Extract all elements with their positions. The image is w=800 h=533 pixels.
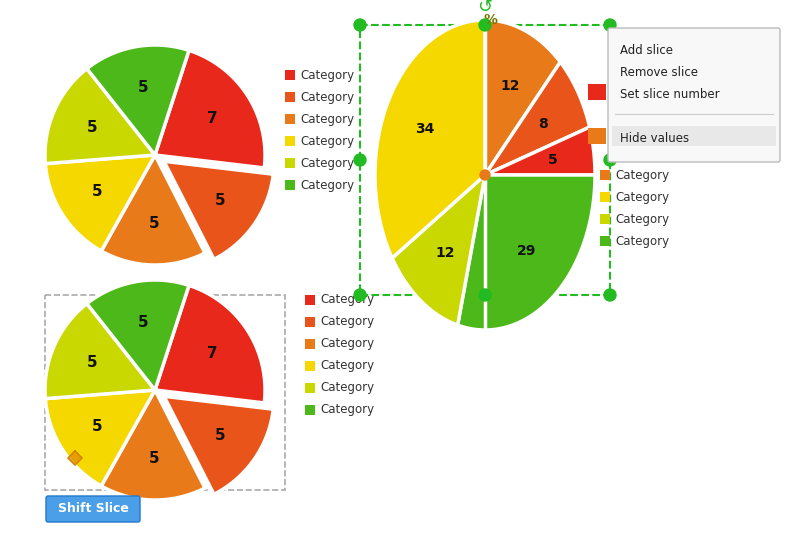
Polygon shape: [155, 51, 265, 168]
Polygon shape: [164, 397, 274, 494]
Bar: [285, 158, 295, 168]
Text: Add slice: Add slice: [620, 44, 673, 56]
Text: Remove slice: Remove slice: [620, 66, 698, 78]
Polygon shape: [45, 304, 155, 399]
Polygon shape: [485, 62, 590, 175]
Text: 8: 8: [538, 117, 547, 131]
Bar: [305, 339, 315, 349]
Polygon shape: [46, 155, 155, 251]
Text: Category: Category: [615, 213, 669, 225]
Text: 5: 5: [214, 193, 226, 208]
Polygon shape: [87, 45, 189, 155]
Text: Category: Category: [615, 168, 669, 182]
Text: 5: 5: [92, 184, 103, 199]
Circle shape: [354, 154, 366, 166]
Text: Hide values: Hide values: [620, 132, 689, 144]
Text: 7: 7: [207, 111, 218, 126]
Circle shape: [354, 19, 366, 31]
Text: 5: 5: [87, 355, 98, 370]
Bar: [305, 295, 315, 305]
Text: Category: Category: [320, 316, 374, 328]
Bar: [285, 114, 295, 124]
Circle shape: [604, 154, 616, 166]
Text: 5: 5: [547, 153, 558, 167]
Text: 12: 12: [500, 79, 520, 93]
Text: Category: Category: [615, 190, 669, 204]
FancyBboxPatch shape: [46, 496, 140, 522]
FancyBboxPatch shape: [608, 28, 780, 162]
Bar: [600, 170, 610, 180]
Text: 34: 34: [415, 122, 435, 136]
Text: 12: 12: [435, 246, 454, 260]
Bar: [305, 405, 315, 415]
Text: Category: Category: [320, 382, 374, 394]
Text: 5: 5: [148, 216, 159, 231]
Text: ↺: ↺: [478, 0, 493, 16]
Text: 5: 5: [92, 419, 103, 434]
Text: Category: Category: [300, 69, 354, 82]
Bar: [285, 180, 295, 190]
Bar: [285, 136, 295, 146]
Bar: [45, 295, 285, 490]
Bar: [360, 25, 610, 295]
Text: Category: Category: [300, 157, 354, 169]
Text: Category: Category: [320, 403, 374, 416]
Bar: [588, 84, 606, 100]
Text: Category: Category: [300, 134, 354, 148]
Bar: [600, 236, 610, 246]
Bar: [285, 92, 295, 102]
Circle shape: [354, 289, 366, 301]
Polygon shape: [155, 285, 265, 403]
Bar: [285, 70, 295, 80]
Text: Category: Category: [300, 112, 354, 125]
Circle shape: [479, 289, 491, 301]
Text: 29: 29: [517, 244, 537, 258]
Polygon shape: [102, 390, 205, 500]
Circle shape: [480, 170, 490, 180]
Text: 5: 5: [138, 316, 148, 330]
Polygon shape: [458, 175, 595, 330]
Polygon shape: [392, 175, 485, 325]
Text: Category: Category: [320, 337, 374, 351]
Polygon shape: [485, 127, 595, 175]
Text: Category: Category: [300, 179, 354, 191]
Polygon shape: [68, 451, 82, 465]
Bar: [600, 214, 610, 224]
Text: 5: 5: [138, 80, 148, 95]
Text: 5: 5: [87, 120, 98, 135]
Polygon shape: [87, 280, 189, 390]
Bar: [612, 126, 776, 146]
Text: 5: 5: [214, 428, 226, 443]
Text: 5: 5: [148, 451, 159, 466]
Bar: [305, 361, 315, 371]
Text: Set slice number: Set slice number: [620, 87, 720, 101]
Text: Category: Category: [320, 294, 374, 306]
Text: %: %: [483, 13, 497, 27]
Text: 7: 7: [207, 346, 218, 361]
Polygon shape: [375, 20, 485, 258]
Polygon shape: [102, 155, 205, 265]
Polygon shape: [45, 69, 155, 164]
Circle shape: [604, 289, 616, 301]
Bar: [305, 317, 315, 327]
Polygon shape: [164, 161, 274, 259]
Bar: [588, 128, 606, 144]
Text: Category: Category: [615, 235, 669, 247]
Bar: [305, 383, 315, 393]
Circle shape: [604, 19, 616, 31]
Text: Shift Slice: Shift Slice: [58, 503, 129, 515]
Polygon shape: [485, 20, 560, 175]
Circle shape: [479, 19, 491, 31]
Bar: [600, 192, 610, 202]
Text: Category: Category: [320, 359, 374, 373]
Polygon shape: [46, 390, 155, 486]
Text: Category: Category: [300, 91, 354, 103]
